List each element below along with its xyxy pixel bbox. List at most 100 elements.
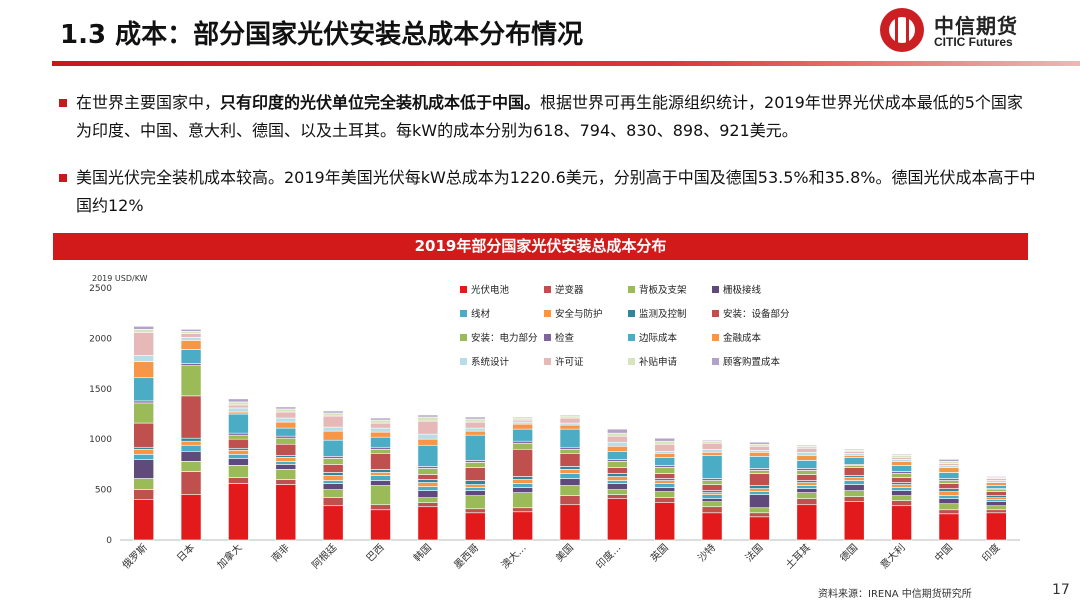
bar-segment bbox=[370, 419, 391, 424]
bar-segment bbox=[796, 452, 818, 456]
bar-segment bbox=[701, 452, 723, 456]
legend-label: 线材 bbox=[471, 308, 491, 320]
bar-segment bbox=[607, 494, 628, 499]
bar-segment bbox=[275, 427, 297, 437]
bar-segment bbox=[512, 492, 533, 509]
bar-segment bbox=[701, 501, 723, 508]
bar-segment bbox=[228, 454, 249, 459]
bar-segment bbox=[749, 449, 770, 453]
bullet-text-pre: 在世界主要国家中， bbox=[76, 93, 221, 112]
bar-segment bbox=[512, 476, 533, 480]
bar-segment bbox=[370, 509, 391, 541]
bar-segment bbox=[701, 492, 723, 495]
bar-segment bbox=[417, 490, 439, 498]
bar-segment bbox=[133, 329, 154, 333]
bar-segment bbox=[275, 469, 297, 480]
bar-segment bbox=[464, 462, 486, 468]
bar-segment bbox=[701, 439, 723, 442]
x-tick-label: 南非 bbox=[269, 541, 292, 564]
bar-segment bbox=[180, 440, 202, 446]
bullet-text-bold: 只有印度的光伏单位完全装机成本低于中国。 bbox=[220, 93, 541, 112]
bar-segment bbox=[654, 443, 676, 452]
x-tick-label: 土耳其 bbox=[783, 541, 813, 571]
bar-segment bbox=[322, 464, 344, 473]
legend-swatch bbox=[628, 334, 635, 341]
bar-segment bbox=[607, 445, 628, 452]
y-axis-unit-label: 2019 USD/KW bbox=[92, 274, 148, 283]
bar-segment bbox=[891, 495, 912, 501]
stacked-bar-chart: 2019 USD/KW 0 500 1000 1500 2000 2500 俄罗斯 日本 加拿大 南… bbox=[89, 274, 1020, 571]
bar-segment bbox=[986, 489, 1007, 492]
bar-segment bbox=[180, 349, 202, 364]
bar-segment bbox=[654, 440, 676, 445]
bar-segment bbox=[322, 456, 344, 459]
bullet-text-pre: 美国光伏完全装机成本较高。2019年美国光伏每kW总成本为1220.6美元，分别… bbox=[76, 168, 1036, 215]
bar-segment bbox=[701, 440, 723, 444]
y-tick-label: 1000 bbox=[89, 435, 112, 445]
bar-segment bbox=[417, 466, 439, 469]
x-tick-label: 澳大… bbox=[498, 541, 528, 571]
bar-segment bbox=[654, 437, 676, 442]
bar-segment bbox=[607, 476, 628, 481]
bar-segment bbox=[322, 489, 344, 498]
bar-segment bbox=[654, 491, 676, 498]
bar-segment bbox=[938, 488, 960, 492]
bar-segment bbox=[417, 468, 439, 475]
bar-segment bbox=[370, 436, 391, 448]
bar-segment bbox=[417, 502, 439, 508]
bar-segment bbox=[464, 495, 486, 510]
bar-segment bbox=[133, 400, 154, 404]
bar-segment bbox=[938, 491, 960, 496]
bar-segment bbox=[654, 450, 676, 454]
x-tick-label: 法国 bbox=[742, 541, 765, 564]
bar-segment bbox=[891, 471, 912, 474]
bar-segment bbox=[275, 408, 297, 413]
source-note: 资料来源：IRENA 中信期货研究所 bbox=[818, 589, 972, 600]
bar-segment bbox=[228, 483, 249, 541]
bar-segment bbox=[322, 439, 344, 457]
bar-segment bbox=[843, 455, 865, 458]
bar-segment bbox=[275, 455, 297, 458]
bar-segment bbox=[796, 468, 818, 471]
bar-segment bbox=[417, 433, 439, 440]
bar-segment bbox=[417, 506, 439, 541]
bar-segment bbox=[180, 444, 202, 452]
bar-segment bbox=[701, 490, 723, 493]
x-tick-label: 印度… bbox=[593, 541, 623, 571]
bar-segment bbox=[891, 461, 912, 466]
bar-segment bbox=[512, 442, 533, 450]
bar-segment bbox=[512, 479, 533, 484]
bar-segment bbox=[512, 428, 533, 442]
bar-segment bbox=[843, 448, 865, 451]
bar-segment bbox=[749, 441, 770, 445]
bar-segment bbox=[891, 459, 912, 462]
bar-segment bbox=[938, 483, 960, 489]
bar-segment bbox=[275, 464, 297, 470]
bar-segment bbox=[749, 491, 770, 495]
legend-swatch bbox=[628, 310, 635, 317]
bar-segment bbox=[133, 459, 154, 479]
bar-segment bbox=[275, 437, 297, 445]
bar-segment bbox=[749, 456, 770, 469]
bar-segment bbox=[701, 498, 723, 502]
bar-segment bbox=[512, 448, 533, 477]
legend-swatch bbox=[544, 286, 551, 293]
bar-segment bbox=[749, 494, 770, 509]
bar-segment bbox=[796, 460, 818, 469]
bar-segment bbox=[938, 465, 960, 468]
bullet-item-2: 美国光伏完全装机成本较高。2019年美国光伏每kW总成本为1220.6美元，分别… bbox=[59, 164, 1036, 220]
bar-segment bbox=[986, 482, 1007, 486]
bar-segment bbox=[464, 427, 486, 432]
bar-segment bbox=[796, 498, 818, 506]
bar-segment bbox=[559, 453, 581, 467]
page-title: 1.3 成本：部分国家光伏安装总成本分布情况 bbox=[60, 20, 584, 50]
bar-segment bbox=[986, 501, 1007, 507]
bar-segment bbox=[891, 457, 912, 460]
y-tick-label: 2000 bbox=[89, 334, 112, 344]
bar-segment bbox=[796, 504, 818, 541]
bar-segment bbox=[180, 363, 202, 366]
bar-segment bbox=[749, 507, 770, 514]
bar-segment bbox=[417, 497, 439, 504]
bar-segment bbox=[654, 453, 676, 458]
bar-segment bbox=[607, 459, 628, 462]
